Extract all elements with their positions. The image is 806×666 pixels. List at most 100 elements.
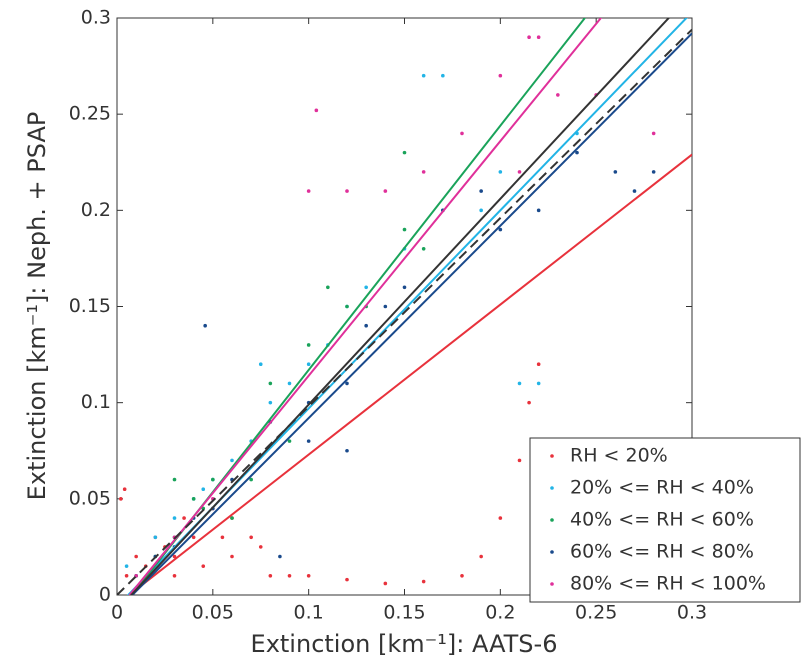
point — [220, 535, 225, 540]
x-tick-label: 0 — [111, 602, 123, 624]
point — [306, 343, 311, 347]
point — [258, 362, 263, 367]
legend-marker — [550, 454, 554, 458]
legend-marker — [550, 518, 554, 522]
point — [402, 150, 407, 155]
point — [122, 487, 127, 492]
fit-line — [128, 18, 603, 595]
legend-label: RH < 20% — [570, 445, 668, 467]
point — [203, 323, 207, 328]
point — [191, 497, 196, 501]
fit-line — [130, 32, 692, 595]
point — [182, 516, 186, 520]
x-tick-label: 0.3 — [677, 602, 707, 624]
point — [345, 448, 349, 453]
point — [124, 573, 129, 578]
x-tick-label: 0.1 — [294, 602, 324, 624]
fit-line — [127, 153, 692, 595]
point — [201, 487, 206, 492]
point — [230, 516, 234, 520]
fit-line — [129, 18, 671, 595]
point — [345, 577, 349, 582]
point — [306, 573, 311, 578]
y-tick-label: 0 — [99, 584, 111, 606]
point — [278, 554, 282, 559]
point — [527, 400, 531, 405]
point — [517, 381, 522, 386]
point — [421, 170, 426, 174]
y-axis-label: Extinction [km⁻¹]: Neph. + PSAP — [23, 112, 51, 501]
point — [201, 564, 206, 568]
point — [479, 554, 483, 559]
point — [498, 170, 503, 174]
point — [201, 506, 206, 511]
point — [498, 516, 503, 520]
y-tick-label: 0.25 — [69, 103, 111, 125]
point — [134, 554, 138, 559]
point — [287, 381, 292, 386]
point — [421, 247, 426, 251]
point — [460, 131, 464, 136]
point — [383, 189, 388, 193]
point — [314, 108, 319, 113]
point — [536, 381, 541, 386]
point — [268, 400, 273, 405]
point — [191, 535, 196, 540]
point — [249, 535, 253, 540]
point — [345, 381, 349, 386]
legend-marker — [550, 550, 554, 554]
point — [230, 554, 234, 559]
legend-box — [529, 437, 801, 603]
x-tick-label: 0.15 — [383, 602, 425, 624]
point — [402, 227, 407, 232]
point — [345, 304, 349, 309]
y-tick-label: 0.3 — [81, 7, 111, 29]
point — [364, 285, 368, 290]
point — [383, 581, 388, 586]
point — [460, 573, 464, 578]
point — [527, 35, 531, 40]
point — [306, 439, 311, 443]
x-tick-label: 0.2 — [485, 602, 515, 624]
point — [479, 189, 483, 193]
point — [651, 170, 656, 174]
point — [230, 458, 234, 463]
point — [268, 381, 273, 386]
point — [306, 189, 311, 193]
point — [517, 170, 522, 174]
point — [124, 564, 129, 568]
legend-label: 20% <= RH < 40% — [570, 477, 754, 499]
point — [632, 189, 637, 193]
point — [172, 516, 177, 520]
legend-label: 60% <= RH < 80% — [570, 541, 754, 563]
point — [441, 73, 445, 78]
x-axis-label: Extinction [km⁻¹]: AATS-6 — [251, 630, 558, 658]
point — [306, 362, 311, 367]
point — [364, 323, 368, 328]
point — [345, 189, 349, 193]
point — [613, 170, 618, 174]
point — [421, 579, 426, 584]
point — [172, 573, 177, 578]
point — [119, 497, 123, 501]
point — [575, 150, 579, 155]
point — [153, 535, 158, 540]
point — [498, 227, 503, 232]
fit-line — [117, 28, 692, 595]
point — [383, 304, 388, 309]
legend: RH < 20% 20% <= RH < 40% 40% <= RH < 60% 60… — [529, 437, 801, 603]
legend-label: 80% <= RH < 100% — [570, 573, 766, 595]
point — [556, 93, 560, 97]
legend-label: 40% <= RH < 60% — [570, 509, 754, 531]
point — [536, 362, 541, 367]
point — [326, 285, 330, 290]
point — [421, 73, 426, 78]
point — [287, 573, 292, 578]
point — [479, 208, 483, 213]
y-tick-label: 0.05 — [69, 487, 111, 509]
point — [287, 439, 292, 443]
point — [249, 477, 253, 482]
point — [268, 573, 273, 578]
point — [498, 73, 503, 78]
